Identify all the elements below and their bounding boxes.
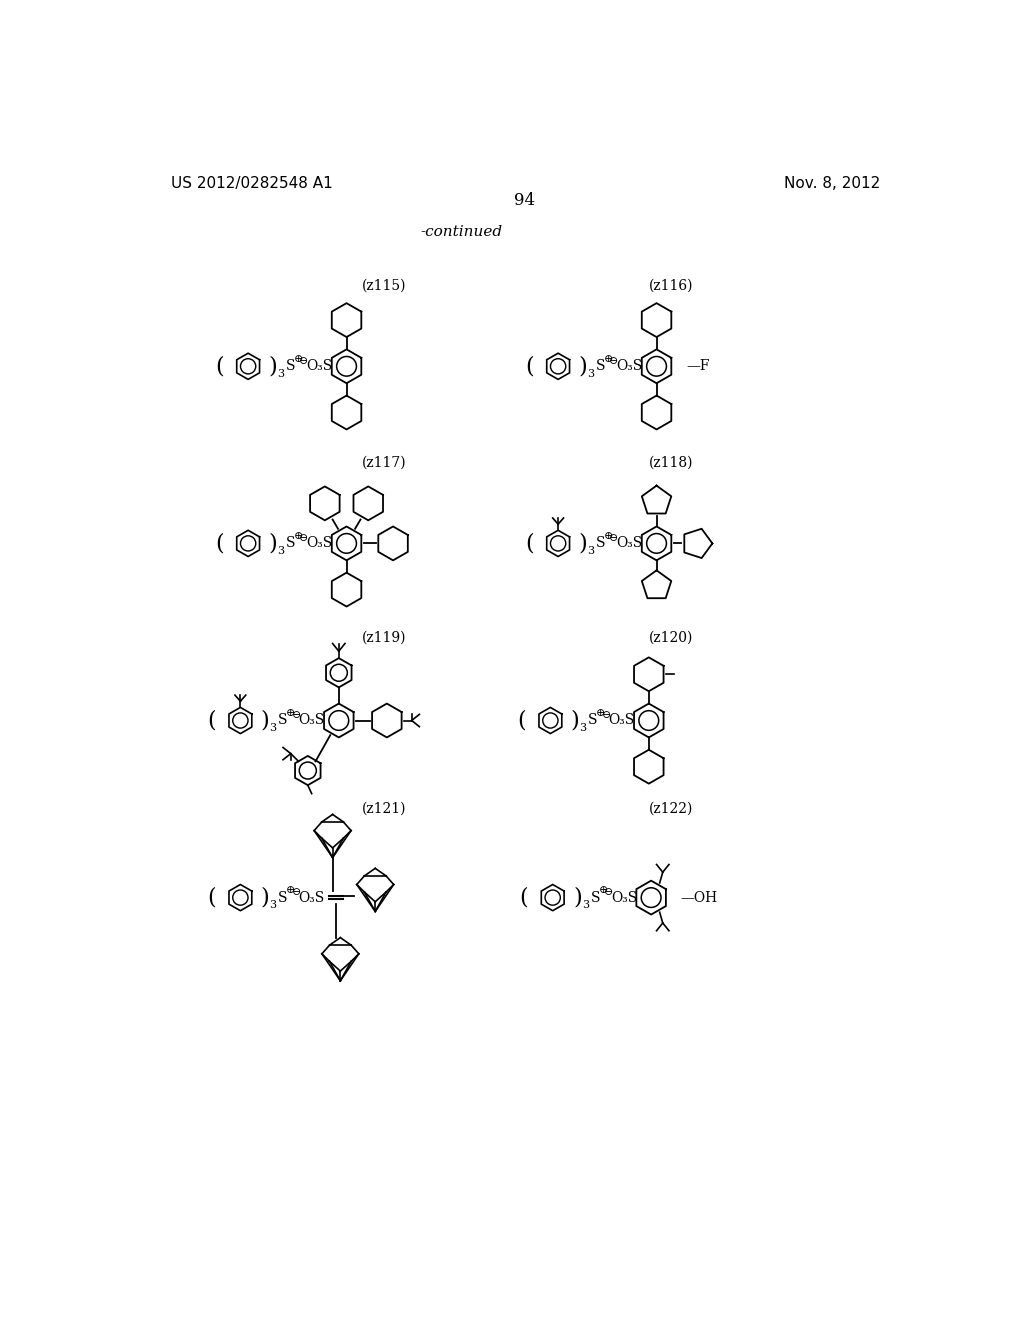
Text: (z119): (z119) [361, 631, 406, 644]
Text: ): ) [261, 887, 269, 908]
Text: ⊕: ⊕ [596, 709, 605, 718]
Text: O₃S: O₃S [299, 714, 325, 727]
Text: (: ( [525, 355, 534, 378]
Text: ⊖: ⊖ [609, 356, 618, 366]
Text: US 2012/0282548 A1: US 2012/0282548 A1 [171, 176, 333, 190]
Text: ): ) [573, 887, 582, 908]
Text: 3: 3 [269, 723, 276, 734]
Text: O₃S: O₃S [616, 536, 642, 550]
Text: ⊖: ⊖ [292, 710, 301, 721]
Text: ⊕: ⊕ [294, 531, 303, 541]
Text: O₃S: O₃S [306, 536, 333, 550]
Text: ): ) [579, 532, 588, 554]
Text: Nov. 8, 2012: Nov. 8, 2012 [783, 176, 880, 190]
Text: ): ) [261, 710, 269, 731]
Text: ): ) [570, 710, 580, 731]
Text: (: ( [215, 355, 224, 378]
Text: S: S [279, 891, 288, 904]
Text: 3: 3 [580, 723, 587, 734]
Text: O₃S: O₃S [616, 359, 642, 374]
Text: 94: 94 [514, 193, 536, 210]
Text: S: S [596, 536, 605, 550]
Text: S: S [286, 359, 296, 374]
Text: ⊕: ⊕ [286, 886, 296, 895]
Text: ⊕: ⊕ [604, 531, 613, 541]
Text: O₃S: O₃S [611, 891, 637, 904]
Text: —OH: —OH [681, 891, 718, 904]
Text: ⊖: ⊖ [292, 887, 301, 898]
Text: (z115): (z115) [361, 279, 406, 293]
Text: ⊖: ⊖ [609, 533, 618, 543]
Text: 3: 3 [587, 546, 594, 556]
Text: ): ) [268, 355, 278, 378]
Text: ⊖: ⊖ [299, 533, 308, 543]
Text: ): ) [579, 355, 588, 378]
Text: ⊕: ⊕ [294, 354, 303, 364]
Text: S: S [588, 714, 598, 727]
Text: (z121): (z121) [361, 803, 406, 816]
Text: (: ( [208, 887, 216, 908]
Text: 3: 3 [278, 546, 285, 556]
Text: ⊖: ⊖ [299, 356, 308, 366]
Text: S: S [591, 891, 600, 904]
Text: (z116): (z116) [649, 279, 693, 293]
Text: ⊖: ⊖ [601, 710, 611, 721]
Text: (: ( [208, 710, 216, 731]
Text: O₃S: O₃S [299, 891, 325, 904]
Text: (z117): (z117) [361, 455, 407, 470]
Text: (z118): (z118) [649, 455, 693, 470]
Text: S: S [286, 536, 296, 550]
Text: (: ( [520, 887, 528, 908]
Text: S: S [279, 714, 288, 727]
Text: S: S [596, 359, 605, 374]
Text: 3: 3 [278, 370, 285, 379]
Text: 3: 3 [582, 900, 589, 911]
Text: ⊕: ⊕ [286, 709, 296, 718]
Text: (z120): (z120) [649, 631, 693, 644]
Text: (: ( [517, 710, 526, 731]
Text: ⊕: ⊕ [598, 886, 608, 895]
Text: 3: 3 [269, 900, 276, 911]
Text: ⊕: ⊕ [604, 354, 613, 364]
Text: O₃S: O₃S [306, 359, 333, 374]
Text: 3: 3 [587, 370, 594, 379]
Text: O₃S: O₃S [608, 714, 635, 727]
Text: ⊖: ⊖ [604, 887, 613, 898]
Text: (: ( [525, 532, 534, 554]
Text: ): ) [268, 532, 278, 554]
Text: (: ( [215, 532, 224, 554]
Text: -continued: -continued [420, 224, 503, 239]
Text: (z122): (z122) [649, 803, 693, 816]
Text: —F: —F [686, 359, 710, 374]
